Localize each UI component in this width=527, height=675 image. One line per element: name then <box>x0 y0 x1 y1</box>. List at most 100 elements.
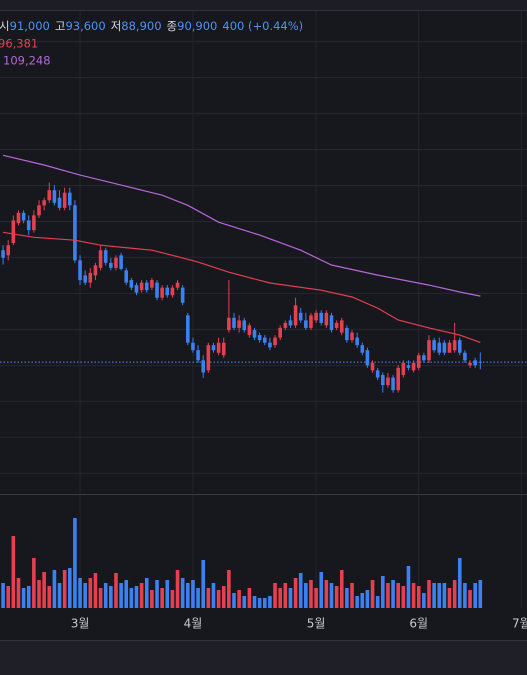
candle-body <box>186 315 190 343</box>
x-tick-label: 3월 <box>71 617 90 631</box>
x-tick-label: 5월 <box>307 617 326 631</box>
header-item: 시 <box>0 19 10 33</box>
candle-body <box>350 332 354 341</box>
volume-bar <box>165 580 170 608</box>
candle-body <box>309 315 313 328</box>
candle-body <box>201 360 206 373</box>
volume-bar <box>324 580 329 608</box>
volume-bar <box>370 580 375 608</box>
candle-body <box>401 362 406 376</box>
bottom-panel <box>0 640 527 675</box>
candle-body <box>334 322 339 328</box>
candle-body <box>283 322 288 328</box>
candle-body <box>232 317 236 328</box>
header-item: 저 <box>111 19 122 33</box>
volume-bar <box>273 583 277 608</box>
header-item: 종 <box>167 19 178 33</box>
candle-body <box>278 327 282 338</box>
marks <box>0 154 527 608</box>
volume-bar <box>396 583 401 608</box>
volume-bar <box>237 590 241 608</box>
candle-body <box>93 265 98 276</box>
volume-bar <box>478 580 483 608</box>
header-item: 400 (+0.44%) <box>222 19 303 33</box>
candle-body <box>196 350 200 361</box>
candle-body <box>165 287 170 296</box>
moving-average <box>3 231 481 343</box>
volume-bar <box>52 570 57 608</box>
candle-body <box>463 352 467 361</box>
volume-bar <box>252 596 257 608</box>
candle-body <box>11 220 16 244</box>
candle-body <box>47 190 52 201</box>
candle-body <box>114 257 118 268</box>
volume-bar <box>103 583 108 608</box>
candle-body <box>437 342 442 353</box>
candle-body <box>468 362 472 366</box>
volume-bar <box>350 583 354 608</box>
candle-body <box>221 342 226 356</box>
volume-bar <box>6 586 11 608</box>
volume-bar <box>201 560 206 608</box>
candle-body <box>447 342 452 353</box>
candle-body <box>211 345 216 351</box>
volume-bar <box>42 572 46 608</box>
candle-body <box>416 355 421 368</box>
x-tick-label: 6월 <box>409 617 428 631</box>
volume-bar <box>16 578 21 608</box>
volume-bar <box>355 596 359 608</box>
candle-body <box>478 361 483 363</box>
candle-body <box>88 272 93 283</box>
candle-body <box>150 280 154 288</box>
moving-average <box>2 154 481 297</box>
candle-body <box>103 250 108 263</box>
candle-body <box>124 270 129 283</box>
volume-bar <box>360 593 365 608</box>
candle-body <box>422 355 426 361</box>
candle-body <box>273 337 277 346</box>
candle-body <box>42 200 46 206</box>
volume-bar <box>221 586 226 608</box>
volume-bar <box>304 583 308 608</box>
volume-bar <box>32 558 36 608</box>
candle-body <box>370 362 375 371</box>
volume-bar <box>268 596 272 608</box>
volume-bar <box>124 580 129 608</box>
candle-body <box>288 320 293 326</box>
candle-body <box>242 320 247 331</box>
candle-body <box>67 192 72 206</box>
candle-body <box>268 342 272 348</box>
volume-bar <box>365 590 370 608</box>
volume-bar <box>432 583 436 608</box>
candle-body <box>452 340 457 351</box>
volume-bar <box>427 580 431 608</box>
volume-bar <box>309 580 313 608</box>
volume-bar <box>186 583 190 608</box>
header-item: 88,900 <box>121 19 161 33</box>
candle-body <box>427 340 431 361</box>
volume-bar <box>232 593 236 608</box>
candle-body <box>314 312 318 321</box>
volume-bar <box>134 586 139 608</box>
volume-bar <box>26 586 31 608</box>
candle-body <box>216 342 221 353</box>
volume-bar <box>381 576 385 608</box>
volume-bar <box>144 578 149 608</box>
volume-bar <box>37 580 41 608</box>
volume-bar <box>114 573 118 608</box>
volume-bar <box>57 583 62 608</box>
volume-bar <box>1 583 5 608</box>
volume-bar <box>283 583 288 608</box>
volume-bar <box>339 570 344 608</box>
candle-body <box>406 365 411 368</box>
candle-body <box>381 375 385 386</box>
volume-bar <box>293 578 298 608</box>
candle-body <box>160 287 164 298</box>
candle-body <box>442 342 447 353</box>
candle-body <box>247 325 252 336</box>
volume-bar <box>170 590 175 608</box>
candle-body <box>375 370 380 378</box>
volume-bar <box>11 536 16 608</box>
volume-bar <box>422 593 426 608</box>
